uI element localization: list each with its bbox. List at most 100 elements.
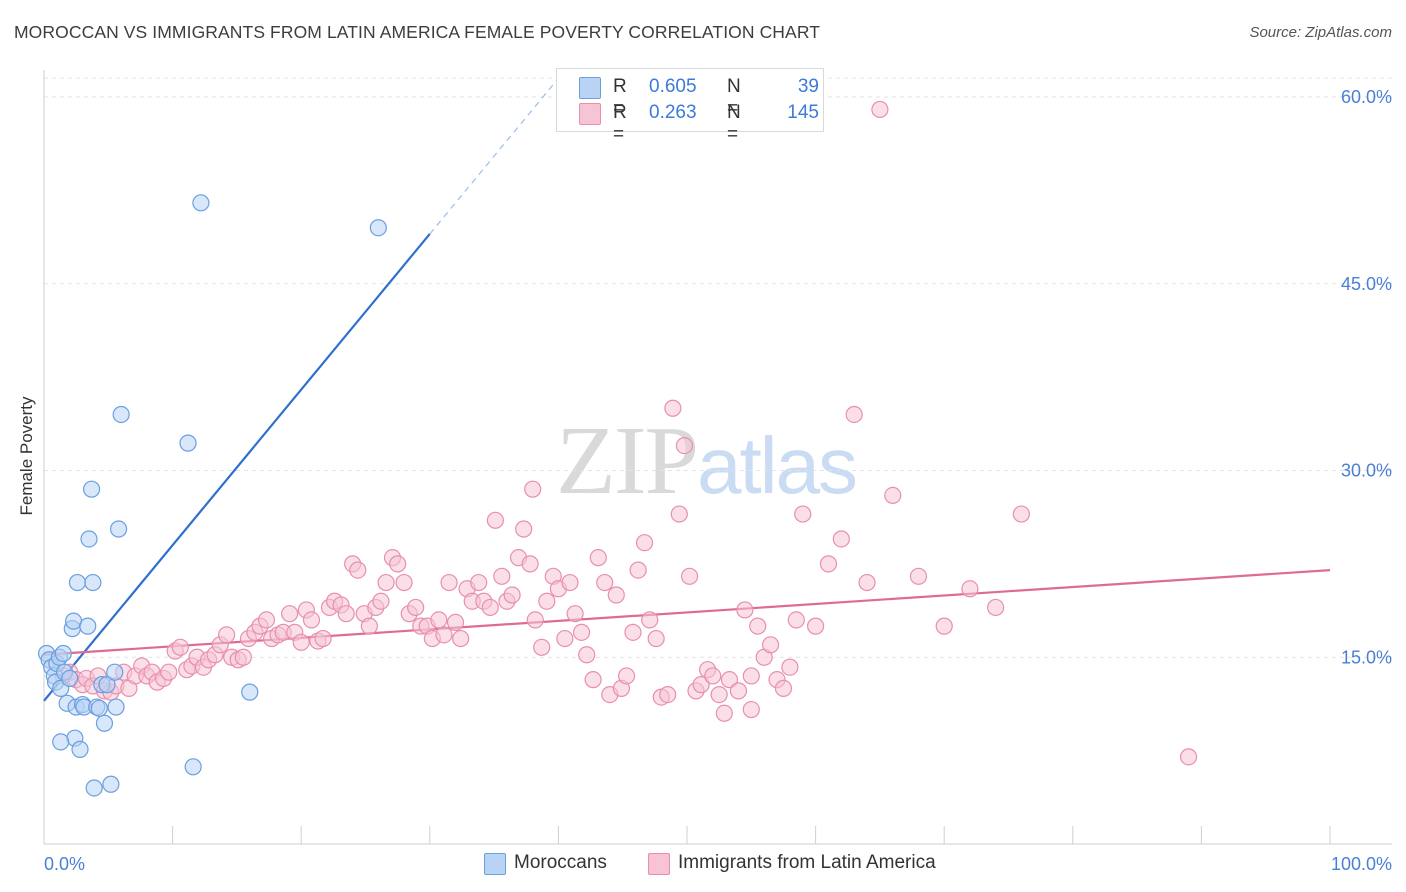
x-ticks: [43, 826, 1331, 844]
point-moroccans: [54, 644, 72, 663]
point-latin-america: [761, 636, 780, 654]
y-tick-labels: 15.0% 30.0% 45.0% 60.0%: [1341, 87, 1392, 667]
point-latin-america: [617, 667, 636, 685]
point-moroccans: [85, 779, 103, 797]
point-latin-america: [935, 617, 953, 635]
point-latin-america: [389, 555, 407, 573]
point-latin-america: [596, 573, 614, 592]
legend-swatch-pink: [648, 853, 670, 875]
trend-lines: [43, 77, 1331, 702]
point-latin-america: [314, 629, 332, 648]
point-latin-america: [561, 573, 579, 592]
point-moroccans: [52, 733, 70, 751]
trend-line-extension: [429, 77, 559, 235]
point-moroccans: [192, 194, 210, 212]
trend-line-moroccans: [43, 233, 431, 702]
point-latin-america: [819, 555, 838, 573]
point-moroccans: [90, 699, 108, 717]
point-latin-america: [832, 530, 850, 548]
point-latin-america: [659, 685, 677, 704]
point-latin-america: [349, 561, 367, 579]
x-tick-label-max: 100.0%: [1331, 854, 1392, 874]
point-latin-america: [710, 685, 728, 704]
point-latin-america: [435, 626, 453, 644]
point-moroccans: [61, 669, 79, 688]
point-latin-america: [337, 605, 355, 623]
point-latin-america: [858, 573, 876, 592]
point-latin-america: [774, 679, 793, 697]
point-latin-america: [452, 629, 470, 648]
point-latin-america: [538, 592, 556, 610]
point-latin-america: [430, 611, 448, 629]
point-moroccans: [369, 219, 387, 237]
point-latin-america: [787, 611, 805, 629]
point-moroccans: [112, 405, 130, 424]
point-latin-america: [909, 567, 928, 585]
point-latin-america: [524, 480, 542, 498]
x-tick-label-min: 0.0%: [44, 854, 85, 874]
point-latin-america: [680, 567, 699, 585]
point-latin-america: [629, 561, 647, 579]
point-latin-america: [675, 437, 694, 455]
point-moroccans: [107, 698, 125, 716]
point-latin-america: [218, 626, 236, 644]
point-latin-america: [440, 573, 458, 592]
y-tick-label: 15.0%: [1341, 647, 1392, 667]
point-latin-america: [395, 573, 413, 592]
point-moroccans: [95, 714, 114, 732]
r-value: 0.263: [649, 102, 697, 123]
point-latin-america: [607, 586, 625, 604]
point-latin-america: [647, 629, 665, 648]
watermark-zip: ZIP: [556, 407, 699, 515]
point-latin-america: [794, 505, 812, 523]
point-latin-america: [845, 405, 863, 424]
point-moroccans: [106, 663, 124, 681]
point-latin-america: [515, 520, 533, 538]
point-latin-america: [806, 617, 825, 635]
point-moroccans: [241, 683, 259, 701]
point-moroccans: [179, 434, 197, 452]
watermark-atlas: atlas: [697, 421, 858, 510]
point-moroccans: [79, 617, 97, 635]
point-latin-america: [481, 598, 499, 617]
point-latin-america: [742, 700, 760, 719]
grid: [44, 77, 1392, 658]
point-latin-america: [871, 100, 889, 119]
trend-line-latin-america: [43, 569, 1331, 656]
point-latin-america: [377, 573, 395, 592]
n-label: N =: [727, 102, 741, 145]
point-latin-america: [234, 648, 252, 666]
point-latin-america: [692, 676, 710, 694]
point-latin-america: [635, 534, 654, 552]
legend-label: Immigrants from Latin America: [678, 852, 936, 873]
point-latin-america: [641, 611, 659, 629]
y-tick-label: 60.0%: [1341, 87, 1392, 107]
y-tick-label: 45.0%: [1341, 274, 1392, 294]
point-latin-america: [360, 617, 378, 635]
point-moroccans: [98, 676, 116, 694]
legend-swatch-blue: [579, 77, 601, 99]
point-latin-america: [556, 629, 574, 648]
point-latin-america: [572, 623, 591, 641]
watermark: ZIPatlas: [556, 405, 858, 517]
axes: [43, 70, 1392, 845]
point-latin-america: [781, 658, 799, 676]
point-latin-america: [407, 598, 425, 617]
point-latin-america: [715, 704, 733, 722]
point-latin-america: [493, 567, 511, 585]
point-latin-america: [670, 505, 688, 523]
point-latin-america: [372, 592, 390, 610]
point-latin-america: [160, 663, 178, 681]
n-label: N =: [727, 76, 741, 119]
legend-swatch-blue: [484, 853, 506, 875]
point-latin-america: [533, 638, 551, 656]
point-latin-america: [281, 605, 299, 623]
legend-swatch-pink: [579, 103, 601, 125]
r-label: R =: [613, 76, 627, 119]
data-points: [37, 100, 1198, 797]
n-value: 39: [797, 76, 819, 97]
point-moroccans: [102, 775, 120, 793]
point-latin-america: [292, 633, 310, 651]
point-moroccans: [84, 573, 102, 592]
